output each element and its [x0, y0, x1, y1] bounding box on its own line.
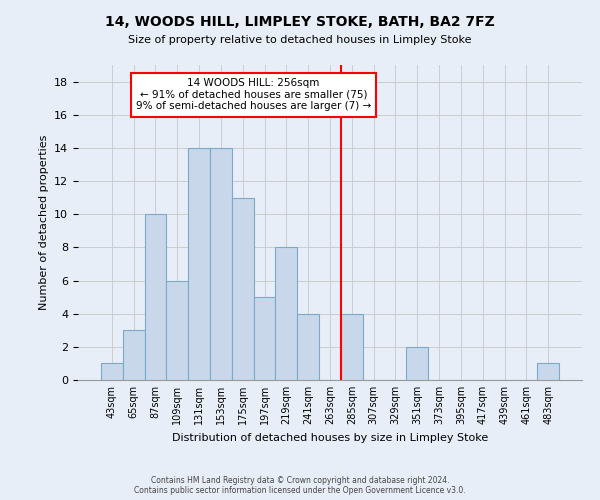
Bar	[297, 314, 319, 380]
Bar	[210, 148, 232, 380]
Bar	[166, 280, 188, 380]
Bar	[275, 248, 297, 380]
X-axis label: Distribution of detached houses by size in Limpley Stoke: Distribution of detached houses by size …	[172, 432, 488, 442]
Text: 14 WOODS HILL: 256sqm
← 91% of detached houses are smaller (75)
9% of semi-detac: 14 WOODS HILL: 256sqm ← 91% of detached …	[136, 78, 371, 112]
Bar	[232, 198, 254, 380]
Bar	[254, 297, 275, 380]
Text: 14, WOODS HILL, LIMPLEY STOKE, BATH, BA2 7FZ: 14, WOODS HILL, LIMPLEY STOKE, BATH, BA2…	[105, 15, 495, 29]
Text: Size of property relative to detached houses in Limpley Stoke: Size of property relative to detached ho…	[128, 35, 472, 45]
Bar	[537, 364, 559, 380]
Bar	[145, 214, 166, 380]
Bar	[101, 364, 123, 380]
Bar	[123, 330, 145, 380]
Bar	[188, 148, 210, 380]
Text: Contains HM Land Registry data © Crown copyright and database right 2024.
Contai: Contains HM Land Registry data © Crown c…	[134, 476, 466, 495]
Bar	[406, 347, 428, 380]
Bar	[341, 314, 363, 380]
Y-axis label: Number of detached properties: Number of detached properties	[38, 135, 49, 310]
